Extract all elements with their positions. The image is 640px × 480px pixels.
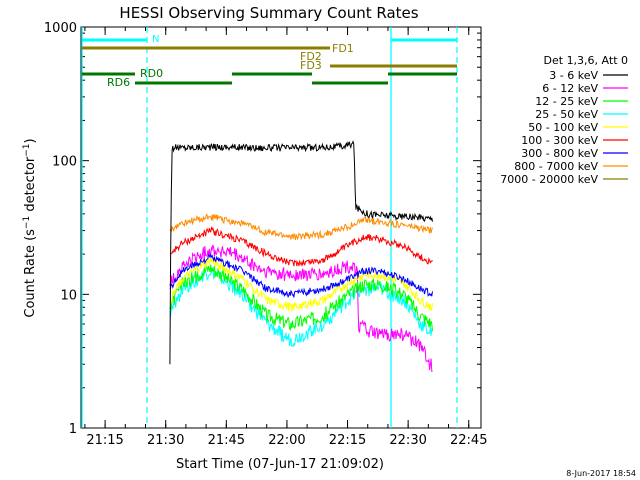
series-line-3-6kev [169,140,433,365]
legend-label: 25 - 50 keV [535,108,598,121]
y-axis-label: Count Rate (s−1 detector−1) [22,138,38,317]
y-tick-label: 100 [52,155,77,170]
annotation-rd6: RD6 [107,76,130,89]
legend-label: 800 - 7000 keV [514,160,598,173]
annotation-fd1: FD1 [332,42,354,55]
series-line-300-800kev [169,253,433,299]
legend-title: Det 1,3,6, Att 0 [544,54,628,67]
legend-label: 100 - 300 keV [521,134,598,147]
y-tick-label: 1000 [44,21,77,36]
x-axis-label: Start Time (07-Jun-17 21:09:02) [176,457,384,472]
annotation-fd2: FD2 [300,50,322,63]
annotation-fd3: FD3 [300,59,322,72]
series-line-25-50kev [169,267,433,348]
legend-label: 50 - 100 keV [528,121,598,134]
x-tick-label: 22:15 [329,433,366,448]
legend-label: 300 - 800 keV [521,147,598,160]
series-layer [169,140,433,372]
legend-label: 3 - 6 keV [549,69,598,82]
y-tick-label: 1 [69,422,77,437]
footer-date-stamp: 8-Jun-2017 18:54 [566,469,636,478]
x-tick-label: 21:45 [208,433,245,448]
series-line-100-300kev [169,225,433,267]
plot-frame-layer: 21:15 21:30 21:45 22:00 22:15 22:30 22:45 1 10 10… [44,21,488,448]
annotation-rd0: RD0 [140,67,163,80]
series-line-800-7000kev [169,213,433,241]
x-tick-label: 22:45 [450,433,487,448]
chart-title: HESSI Observing Summary Count Rates [119,4,418,22]
x-tick-label: 22:00 [268,433,305,448]
series-line-12-25kev [169,264,433,332]
x-tick-label: 21:15 [86,433,123,448]
series-line-6-12kev [169,244,433,372]
y-tick-label: 10 [60,288,77,303]
x-tick-label: 22:30 [389,433,426,448]
x-tick-label: 21:30 [147,433,184,448]
annotation-n: N [152,34,159,45]
legend-label: 12 - 25 keV [535,95,598,108]
legend-label: 7000 - 20000 keV [500,173,598,186]
legend-label: 6 - 12 keV [542,82,598,95]
plot-border [80,26,482,429]
